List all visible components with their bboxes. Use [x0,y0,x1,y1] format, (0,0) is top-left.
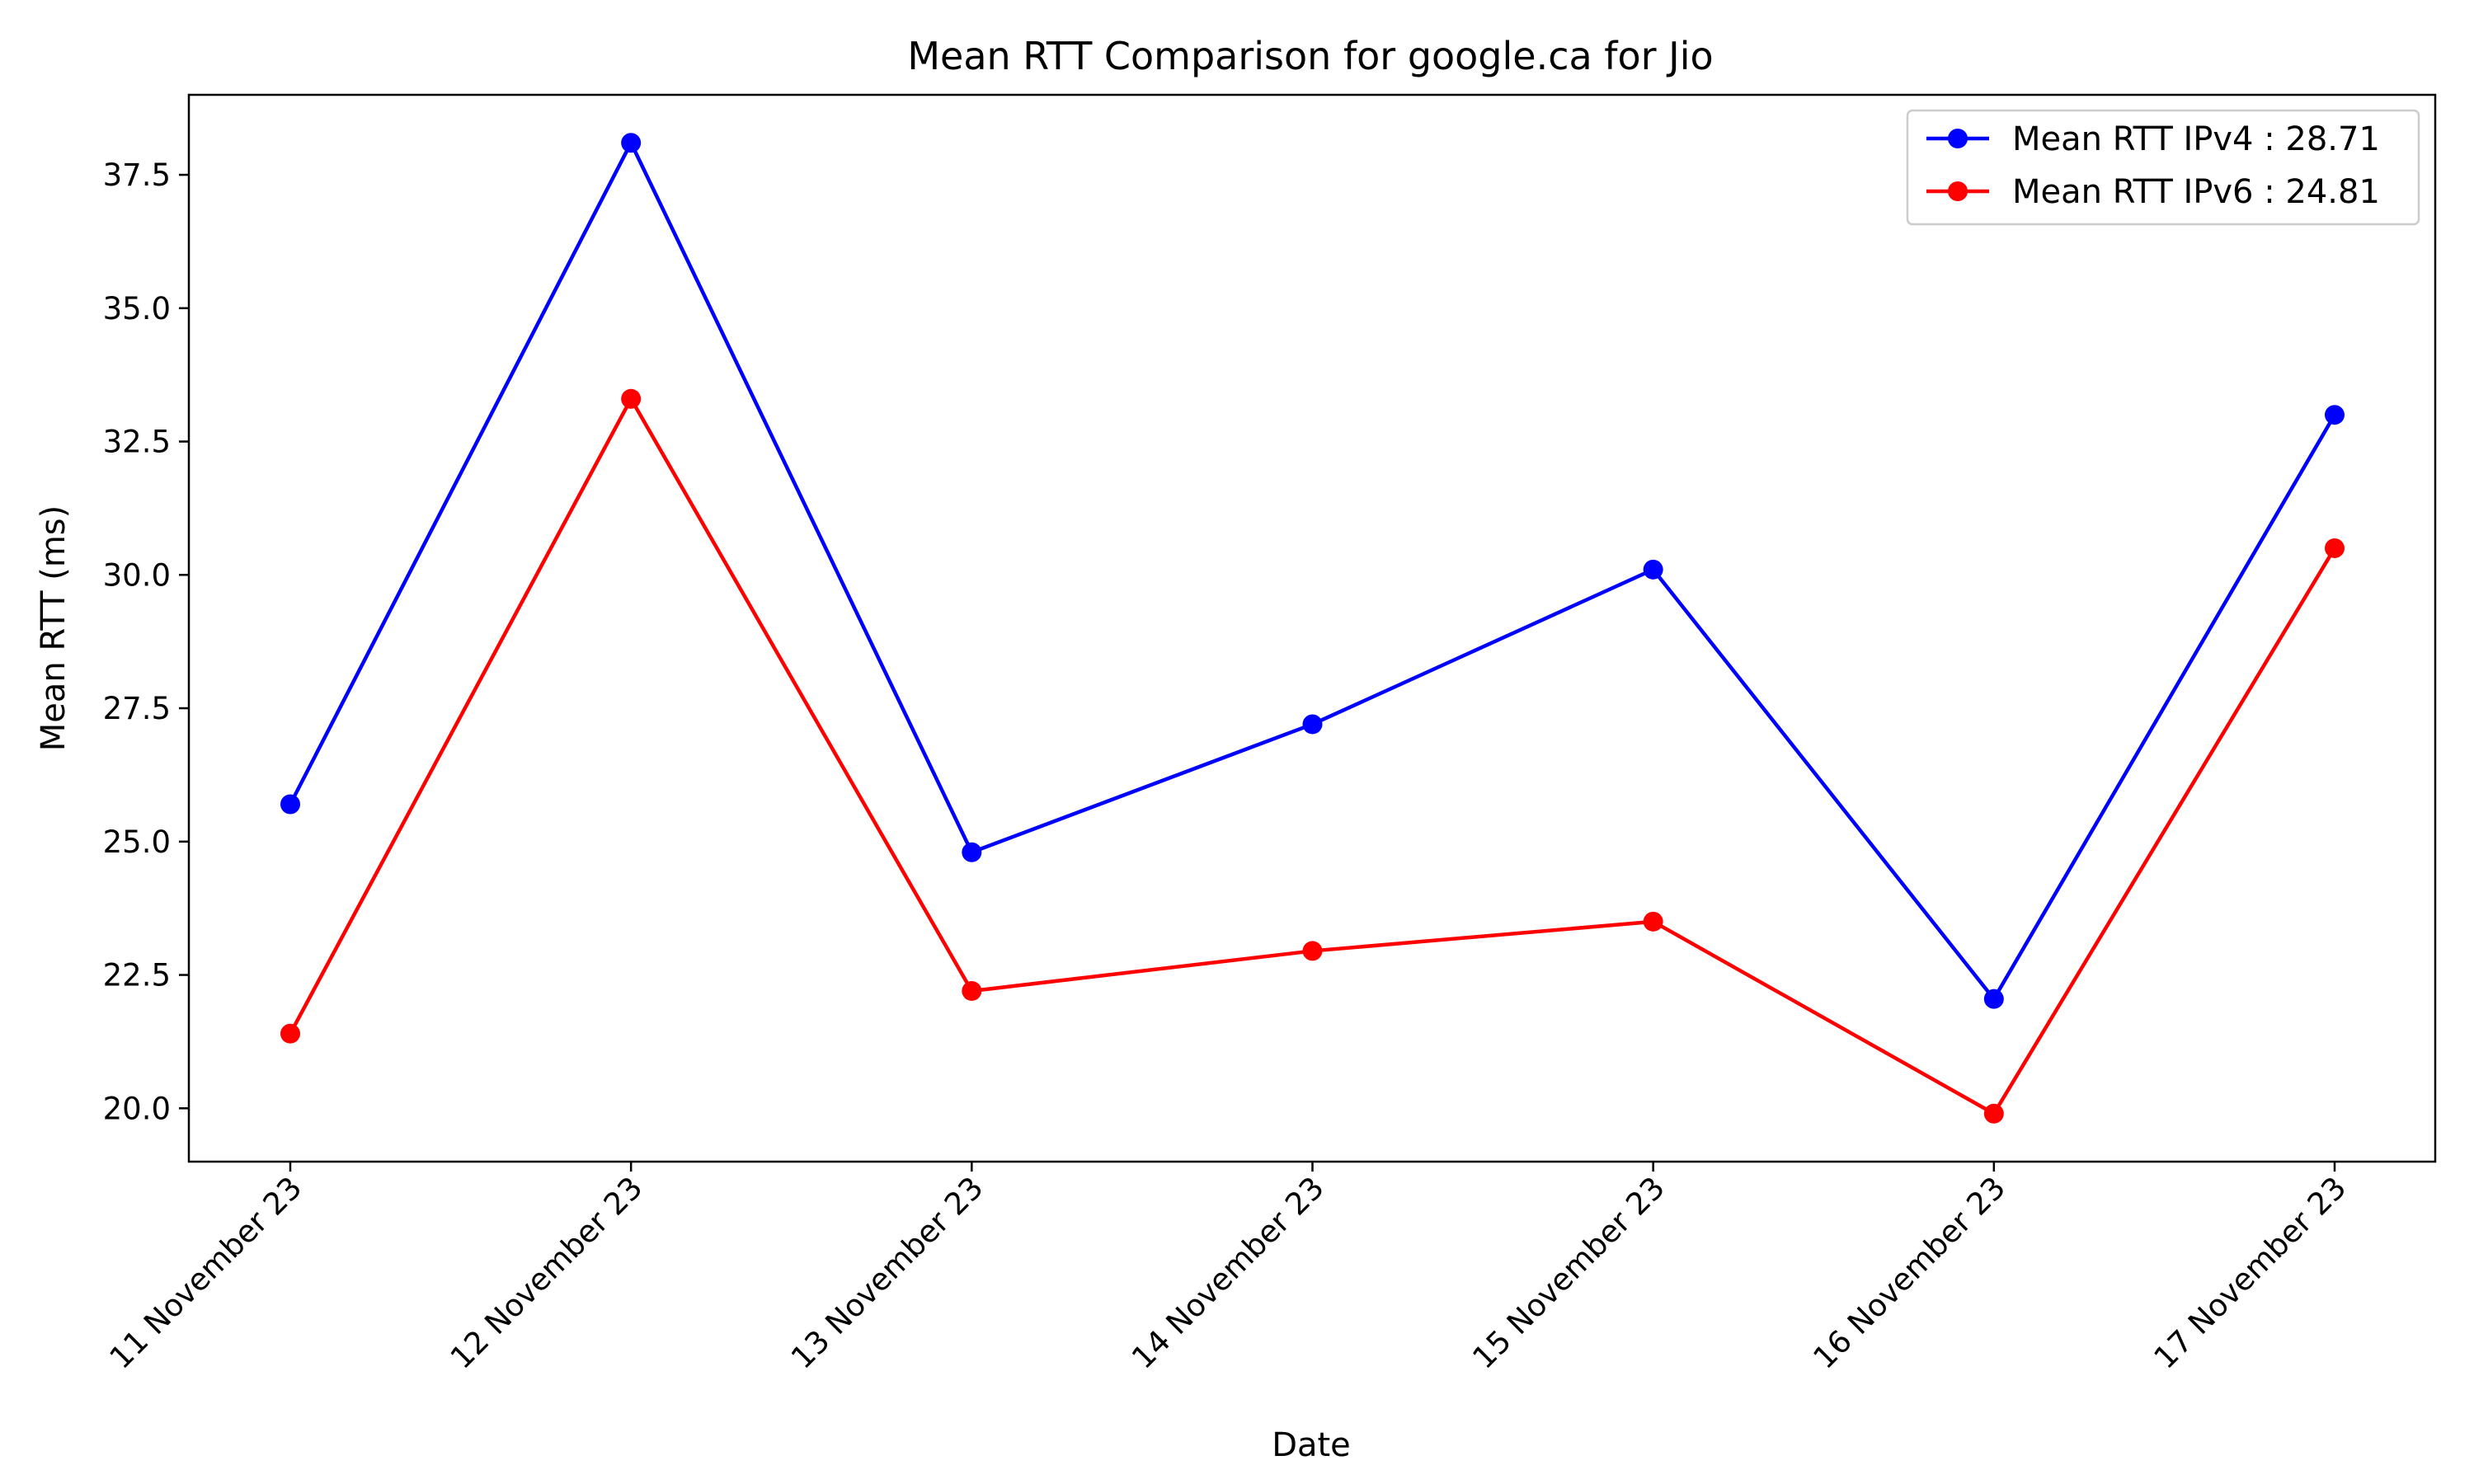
x-tick-label: 16 November 23 [1806,1170,2012,1376]
plot-frame [187,93,2437,1163]
legend: Mean RTT IPv4 : 28.71 Mean RTT IPv6 : 24.… [1906,109,2420,226]
y-axis: 20.0 22.5 25.0 27.5 30.0 32.5 35.0 37.5 [103,157,189,1126]
y-axis-label: Mean RTT (ms) [35,505,73,751]
y-tick-label: 32.5 [103,425,171,460]
y-tick-label: 30.0 [103,557,171,593]
data-point [962,980,982,1001]
plot-area [280,133,2345,1124]
x-tick-label: 12 November 23 [444,1170,650,1376]
chart-title: Mean RTT Comparison for google.ca for Ji… [907,34,1713,78]
x-tick-label: 11 November 23 [103,1170,309,1376]
data-point [2325,538,2345,558]
y-tick-label: 27.5 [103,691,171,726]
series-line-1 [288,140,2336,1001]
data-point [1983,1103,2004,1124]
data-point [1643,559,1663,580]
legend-label: Mean RTT IPv6 : 24.81 [2012,173,2380,211]
x-axis: 11 November 23 12 November 23 13 November … [103,1162,2354,1376]
data-point [280,794,300,815]
y-tick-label: 25.0 [103,824,171,860]
x-tick-label: 15 November 23 [1465,1170,1672,1376]
legend-marker [1948,129,1968,148]
x-axis-label: Date [1272,1426,1351,1464]
data-point [1983,989,2004,1009]
x-tick-label: 14 November 23 [1125,1170,1331,1376]
data-point [621,133,642,153]
data-point [962,842,982,862]
legend-label: Mean RTT IPv4 : 28.71 [2012,120,2380,158]
y-tick-label: 37.5 [103,157,171,193]
legend-box [1906,109,2420,226]
y-tick-label: 35.0 [103,291,171,326]
series-line-2 [289,397,2336,1116]
legend-marker [1948,181,1968,201]
x-tick-label: 13 November 23 [784,1170,990,1376]
data-point [1302,714,1323,735]
data-point [2325,405,2345,425]
data-point [1302,941,1323,961]
data-point [621,388,642,409]
data-point [1643,911,1663,932]
y-tick-label: 20.0 [103,1091,171,1126]
x-tick-label: 17 November 23 [2147,1170,2354,1376]
data-point [280,1023,300,1044]
y-tick-label: 22.5 [103,958,171,993]
